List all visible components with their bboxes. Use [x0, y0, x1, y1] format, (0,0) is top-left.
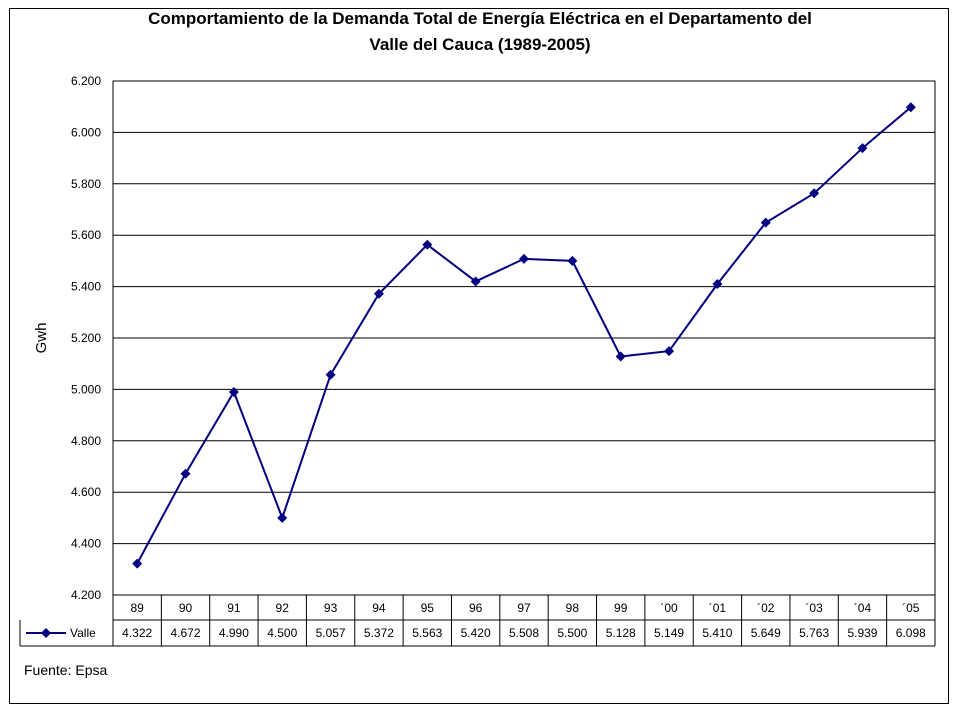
table-value: 5.649 [751, 626, 781, 640]
x-category-label: 89 [130, 601, 144, 615]
x-category-label: 90 [179, 601, 193, 615]
table-value: 4.322 [122, 626, 152, 640]
plot-area [112, 80, 936, 596]
table-value: 5.508 [509, 626, 539, 640]
data-point [422, 239, 433, 250]
x-category-label: 93 [324, 601, 338, 615]
table-value: 6.098 [896, 626, 926, 640]
data-point [277, 512, 288, 523]
data-point [615, 351, 626, 362]
data-point [325, 369, 336, 380]
data-point [760, 217, 771, 228]
x-category-label: 92 [276, 601, 290, 615]
x-category-label: 96 [469, 601, 483, 615]
data-point [809, 188, 820, 199]
x-category-label: 94 [372, 601, 386, 615]
y-tick-label: 4.200 [71, 588, 101, 602]
table-value: 5.128 [606, 626, 636, 640]
legend-marker [41, 628, 51, 638]
chart-frame [9, 8, 949, 704]
table-value: 4.500 [267, 626, 297, 640]
y-tick-label: 6.200 [71, 74, 101, 88]
x-category-label: 95 [421, 601, 435, 615]
y-tick-label: 5.400 [71, 280, 101, 294]
table-value: 5.563 [412, 626, 442, 640]
y-tick-label: 4.400 [71, 537, 101, 551]
y-tick-label: 4.800 [71, 434, 101, 448]
y-tick-label: 6.000 [71, 125, 101, 139]
y-tick-label: 5.000 [71, 382, 101, 396]
data-point [567, 255, 578, 266]
data-point [373, 288, 384, 299]
chart-title-line-1: Comportamiento de la Demanda Total de En… [148, 9, 812, 28]
chart-title: Comportamiento de la Demanda Total de En… [0, 6, 960, 58]
x-category-label: 98 [566, 601, 580, 615]
x-category-label: ´03 [805, 601, 823, 615]
y-axis-label: Gwh [33, 323, 50, 354]
chart-title-line-2: Valle del Cauca (1989-2005) [369, 35, 591, 54]
x-category-label: ´00 [660, 601, 678, 615]
y-tick-label: 5.200 [71, 331, 101, 345]
data-point [132, 558, 143, 569]
x-category-label: ´04 [854, 601, 872, 615]
x-category-label: 97 [517, 601, 531, 615]
table-value: 5.410 [702, 626, 732, 640]
table-value: 5.420 [461, 626, 491, 640]
table-value: 5.372 [364, 626, 394, 640]
y-tick-label: 4.600 [71, 485, 101, 499]
table-value: 5.057 [316, 626, 346, 640]
table-value: 5.500 [557, 626, 587, 640]
y-tick-label: 5.800 [71, 177, 101, 191]
data-point [180, 468, 191, 479]
data-point [857, 143, 868, 154]
table-value: 4.672 [171, 626, 201, 640]
source-note: Fuente: Epsa [24, 662, 108, 678]
table-value: 4.990 [219, 626, 249, 640]
data-point [519, 253, 529, 264]
table-value: 5.149 [654, 626, 684, 640]
data-point [228, 386, 239, 397]
x-category-label: 99 [614, 601, 628, 615]
y-tick-label: 5.600 [71, 228, 101, 242]
series-line [136, 106, 912, 565]
table-value: 5.939 [847, 626, 877, 640]
data-point [470, 276, 481, 287]
data-point [905, 102, 916, 113]
x-category-label: ´05 [902, 601, 920, 615]
x-category-label: ´01 [709, 601, 727, 615]
table-value: 5.763 [799, 626, 829, 640]
data-point [712, 279, 723, 290]
data-point [664, 346, 675, 357]
legend-label: Valle [70, 626, 96, 640]
x-category-label: ´02 [757, 601, 775, 615]
x-category-label: 91 [227, 601, 241, 615]
